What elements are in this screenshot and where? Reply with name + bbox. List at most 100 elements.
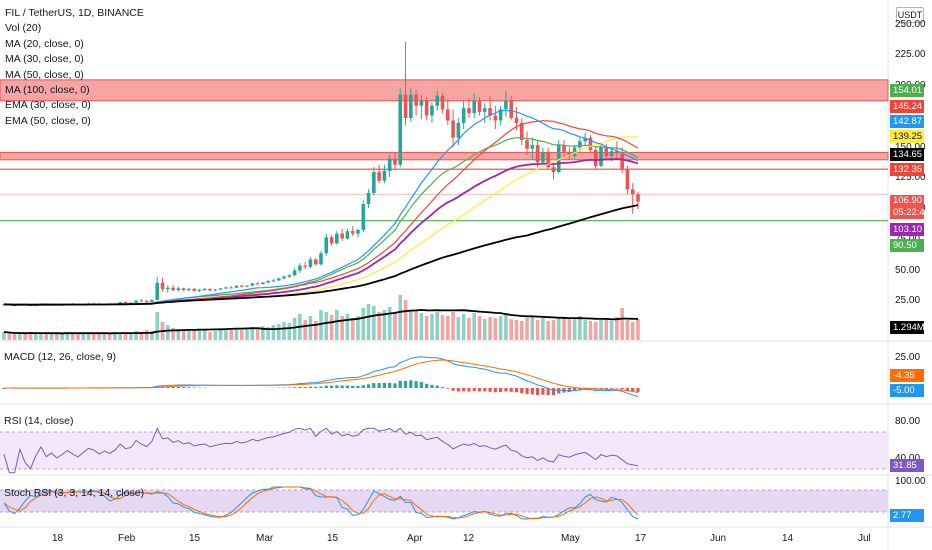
candle-body	[467, 108, 471, 114]
candle-body	[181, 288, 186, 291]
macd-histogram-bar	[483, 388, 487, 392]
macd-histogram-bar	[509, 388, 513, 392]
candle-body	[192, 288, 196, 291]
candle-body	[588, 137, 593, 150]
volume-bar	[509, 319, 513, 340]
volume-bar	[329, 315, 334, 340]
legend-ema50[interactable]: EMA (50, close, 0)	[5, 114, 91, 127]
price-tick-label: 125.00	[895, 172, 926, 184]
volume-bar	[493, 318, 498, 340]
macd-histogram-bar	[340, 385, 344, 388]
volume-bar	[625, 320, 630, 340]
stoch-title[interactable]: Stoch RSI (3, 3, 14, 14, close)	[4, 487, 145, 499]
volume-bar	[430, 314, 434, 340]
volume-bar	[208, 332, 212, 340]
macd-histogram-bar	[520, 388, 524, 394]
candle-body	[620, 153, 624, 170]
macd-histogram-bar	[419, 382, 423, 388]
macd-histogram-bar	[551, 388, 556, 396]
rsi-title[interactable]: RSI (14, close)	[4, 415, 74, 427]
indicator-legend: FIL / TetherUS, 1D, BINANCE Vol (20) MA …	[5, 6, 144, 129]
volume-bar	[446, 316, 450, 340]
macd-histogram-bar	[530, 388, 534, 395]
volume-bar	[630, 322, 635, 340]
volume-bar	[282, 322, 286, 340]
volume-bar	[440, 315, 445, 340]
candle-body	[525, 140, 529, 149]
volume-bar	[615, 317, 619, 340]
price-badge: 139.25	[890, 130, 924, 143]
candle-body	[202, 288, 207, 290]
stoch-d-line	[3, 486, 639, 520]
volume-bar	[65, 332, 70, 340]
macd-histogram-bar	[462, 388, 466, 392]
currency-button[interactable]: USDT	[896, 7, 924, 23]
candle-body	[530, 145, 535, 149]
candle-body	[509, 100, 513, 118]
macd-histogram-bar	[541, 388, 545, 395]
candle-body	[482, 108, 487, 112]
candle-body	[303, 265, 307, 267]
candle-body	[356, 229, 360, 234]
volume-bar	[266, 327, 270, 340]
candle-body	[572, 147, 577, 157]
candle-body	[171, 287, 175, 291]
macd-histogram-bar	[499, 388, 503, 393]
candle-body	[335, 233, 339, 244]
volume-bar	[81, 333, 86, 340]
macd-histogram-bar	[615, 388, 619, 389]
candle-body	[308, 259, 313, 267]
macd-histogram-bar	[192, 387, 196, 388]
candle-body	[446, 109, 450, 121]
macd-histogram-bar	[366, 384, 371, 388]
volume-bar	[572, 318, 577, 340]
candle-body	[271, 280, 276, 282]
volume-bar	[477, 316, 482, 340]
volume-bar	[535, 320, 540, 340]
volume-bar	[372, 306, 376, 340]
volume-bar	[609, 321, 614, 340]
legend-ma20[interactable]: MA (20, close, 0)	[5, 37, 84, 50]
volume-bar	[546, 321, 550, 340]
macd-histogram-bar	[372, 383, 376, 388]
candle-body	[350, 231, 355, 234]
candle-body	[440, 95, 445, 110]
candle-body	[245, 285, 249, 287]
macd-histogram-bar	[414, 381, 418, 388]
legend-ma30[interactable]: MA (30, close, 0)	[5, 53, 84, 66]
legend-ma100[interactable]: MA (100, close, 0)	[5, 83, 90, 96]
time-tick-label: 17	[635, 533, 647, 544]
legend-ema30[interactable]: EMA (30, close, 0)	[5, 99, 91, 112]
candle-body	[409, 94, 413, 118]
macd-histogram-bar	[403, 380, 408, 388]
candle-body	[519, 122, 524, 141]
time-tick-label: Mar	[256, 533, 274, 544]
macd-title[interactable]: MACD (12, 26, close, 9)	[4, 351, 117, 363]
volume-bar	[239, 330, 244, 340]
symbol-title[interactable]: FIL / TetherUS, 1D, BINANCE	[5, 7, 144, 19]
legend-ma50[interactable]: MA (50, close, 0)	[5, 68, 84, 81]
volume-bar	[403, 300, 408, 340]
volume-bar	[324, 312, 329, 340]
candle-body	[551, 167, 556, 173]
legend-vol[interactable]: Vol (20)	[5, 22, 42, 35]
volume-bar	[165, 325, 170, 340]
candle-body	[361, 204, 366, 230]
volume-bar	[255, 328, 260, 340]
macd-histogram-bar	[488, 388, 492, 392]
volume-bar	[467, 318, 471, 340]
macd-histogram-bar	[166, 386, 170, 388]
volume-bar	[134, 331, 138, 340]
volume-bar	[451, 312, 455, 340]
macd-histogram-bar	[456, 388, 460, 392]
candle-body	[372, 172, 376, 194]
candle-body	[493, 115, 498, 121]
candle-body	[239, 285, 244, 287]
volume-bar	[123, 333, 128, 340]
volume-bar	[118, 333, 123, 340]
volume-bar	[49, 334, 54, 340]
candle-body	[636, 194, 640, 202]
macd-histogram-bar	[435, 385, 439, 388]
volume-bar	[245, 329, 249, 340]
